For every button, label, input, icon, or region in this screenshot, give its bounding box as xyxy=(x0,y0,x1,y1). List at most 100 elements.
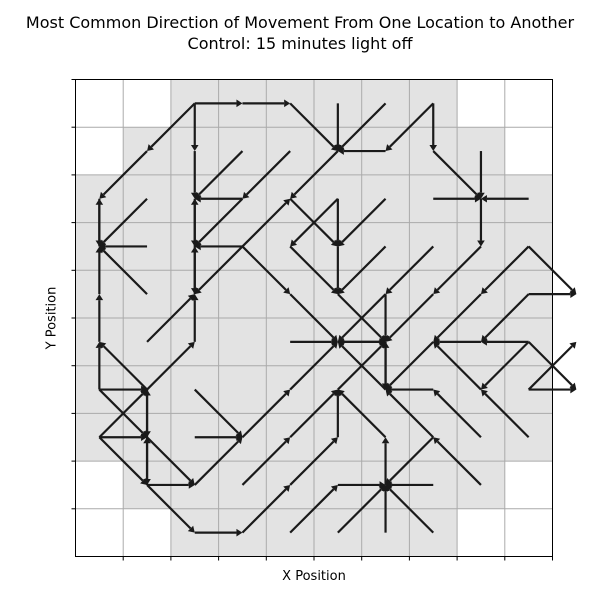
move-arrow xyxy=(337,389,387,439)
arrow-head xyxy=(385,287,393,295)
arrow-shaft xyxy=(527,345,573,391)
move-arrow xyxy=(190,294,199,342)
move-arrow xyxy=(480,389,530,439)
arrow-head xyxy=(381,341,390,348)
arrow-head xyxy=(477,240,485,247)
move-arrow xyxy=(241,245,291,295)
arrow-head xyxy=(190,198,199,205)
move-arrow xyxy=(95,198,104,247)
arrow-shaft xyxy=(198,197,244,243)
visited-cell xyxy=(218,365,267,414)
move-arrow xyxy=(241,389,291,439)
move-arrow xyxy=(433,245,482,295)
chart-subtitle: Control: 15 minutes light off xyxy=(187,34,413,53)
arrow-head xyxy=(99,246,107,254)
arrow-shaft xyxy=(389,436,435,482)
arrow-shaft xyxy=(389,488,435,534)
arrow-shaft xyxy=(241,488,287,534)
arrow-shaft xyxy=(198,150,244,196)
arrow-head xyxy=(188,481,195,489)
arrow-head xyxy=(242,191,250,199)
arrow-head xyxy=(480,382,488,390)
arrow-shaft xyxy=(341,393,387,439)
arrow-head xyxy=(190,145,199,152)
arrow-head xyxy=(474,194,481,203)
arrow-head xyxy=(330,341,338,349)
arrow-head xyxy=(284,99,291,108)
arrow-shaft xyxy=(436,440,482,486)
arrow-shaft xyxy=(289,102,335,148)
arrow-head xyxy=(95,198,104,205)
arrow-shaft xyxy=(389,393,435,439)
arrow-head xyxy=(190,294,199,301)
arrow-shaft xyxy=(389,245,435,291)
arrow-head xyxy=(235,437,243,445)
arrow-shaft xyxy=(241,202,287,248)
arrow-shaft xyxy=(484,245,530,291)
arrow-shaft xyxy=(193,388,239,434)
move-arrow xyxy=(433,389,482,439)
arrow-shaft xyxy=(436,293,482,339)
arrow-shaft xyxy=(436,245,482,291)
arrow-shaft xyxy=(289,293,335,339)
arrow-shaft xyxy=(289,345,335,391)
arrow-shaft xyxy=(241,245,287,291)
arrow-head xyxy=(480,287,488,295)
arrow-head xyxy=(570,385,577,394)
move-arrow xyxy=(95,294,104,342)
move-arrow xyxy=(480,338,529,346)
arrow-head xyxy=(477,192,485,199)
arrow-head xyxy=(283,287,291,295)
arrow-head xyxy=(337,341,345,349)
arrow-shaft xyxy=(293,197,339,243)
arrow-shaft xyxy=(146,345,192,391)
arrow-head xyxy=(330,484,338,492)
x-axis-label: X Position xyxy=(282,569,346,584)
arrow-head xyxy=(381,437,390,444)
arrow-shaft xyxy=(146,297,192,343)
move-arrow xyxy=(241,437,291,486)
arrow-shaft xyxy=(102,197,148,243)
move-arrow xyxy=(433,341,482,391)
arrow-shaft xyxy=(146,436,192,482)
arrow-head xyxy=(570,290,577,298)
arrow-shaft xyxy=(289,440,335,486)
arrow-shaft xyxy=(527,341,573,387)
move-arrow xyxy=(337,341,387,391)
arrow-head xyxy=(194,287,202,295)
move-arrow xyxy=(385,293,435,342)
arrow-head xyxy=(385,484,393,492)
move-arrow xyxy=(143,437,151,485)
move-arrow xyxy=(381,341,390,390)
arrow-head xyxy=(337,287,345,295)
arrow-head xyxy=(236,99,243,108)
move-arrow xyxy=(337,197,387,247)
arrow-head xyxy=(236,528,243,537)
move-arrow xyxy=(190,246,199,295)
arrow-shaft xyxy=(98,393,144,439)
move-arrow xyxy=(290,150,339,199)
move-arrow xyxy=(194,194,243,203)
move-arrow xyxy=(146,341,195,391)
arrow-head xyxy=(433,287,441,295)
arrow-shaft xyxy=(389,341,435,387)
arrow-shaft xyxy=(102,345,148,391)
arrow-head xyxy=(337,147,344,155)
move-arrow xyxy=(385,102,435,152)
arrow-shaft xyxy=(150,102,196,148)
move-arrow xyxy=(241,198,291,248)
arrow-shaft xyxy=(193,440,239,486)
move-arrow xyxy=(429,103,438,152)
arrow-head xyxy=(433,389,441,397)
visited-cell xyxy=(218,318,267,366)
arrow-head xyxy=(330,437,338,445)
arrow-shaft xyxy=(484,393,530,439)
arrow-head xyxy=(99,191,107,199)
arrow-head xyxy=(190,246,199,253)
move-arrow xyxy=(385,389,435,439)
arrow-head xyxy=(194,194,201,203)
arrow-head xyxy=(480,194,487,203)
arrow-shaft xyxy=(341,245,387,291)
arrow-head xyxy=(143,389,151,396)
arrow-head xyxy=(95,294,104,301)
